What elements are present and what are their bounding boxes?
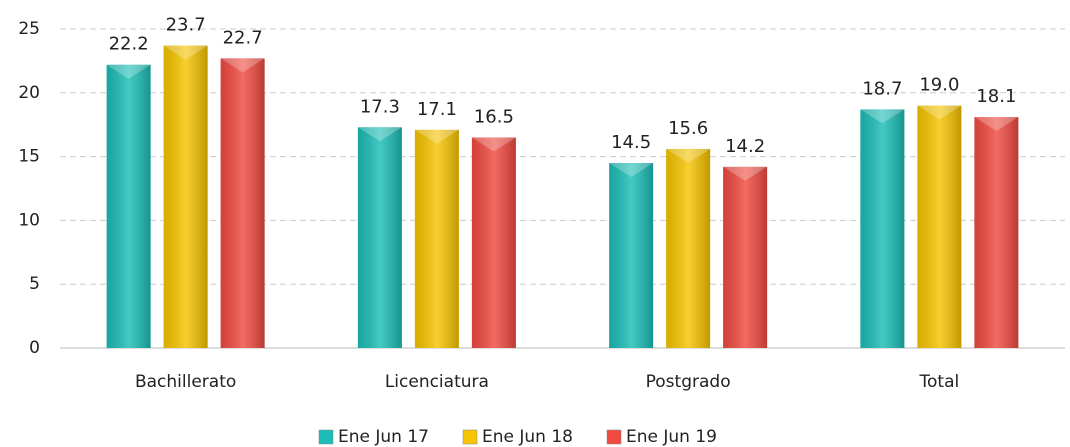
value-label: 15.6 <box>668 118 708 139</box>
bar-bevel <box>414 129 459 144</box>
bar-shade <box>609 162 654 348</box>
bar-shade <box>917 105 962 348</box>
bar-bevel <box>609 162 654 177</box>
x-tick-label: Bachillerato <box>135 372 236 392</box>
value-label: 18.1 <box>976 86 1016 107</box>
bar-shade <box>163 45 208 348</box>
bar-shade <box>471 137 516 348</box>
value-label: 17.3 <box>360 96 400 117</box>
legend-label: Ene Jun 19 <box>626 427 717 447</box>
legend-swatch <box>318 429 334 445</box>
legend-swatch <box>462 429 478 445</box>
value-label: 16.5 <box>474 106 514 127</box>
y-tick-label: 5 <box>29 274 40 294</box>
legend-label: Ene Jun 17 <box>338 427 429 447</box>
x-tick-label: Postgrado <box>646 372 731 392</box>
y-tick-label: 0 <box>29 338 40 358</box>
legend-swatch <box>606 429 622 445</box>
value-label: 18.7 <box>862 78 902 99</box>
bar-shade <box>974 117 1019 348</box>
value-label: 17.1 <box>417 99 457 120</box>
bar-shade <box>666 148 711 348</box>
y-tick-label: 25 <box>18 19 40 39</box>
bar-shade <box>106 64 151 348</box>
bar-bevel <box>917 105 962 120</box>
bar-shade <box>723 166 768 348</box>
x-tick-label: Total <box>919 372 960 392</box>
bar-shade <box>414 129 459 348</box>
bar-bevel <box>106 64 151 79</box>
bar-bevel <box>974 117 1019 132</box>
value-label: 22.2 <box>109 34 149 55</box>
legend-label: Ene Jun 18 <box>482 427 573 447</box>
value-label: 14.5 <box>611 132 651 153</box>
value-label: 22.7 <box>223 27 263 48</box>
bar-bevel <box>860 109 905 124</box>
bar-bevel <box>723 166 768 181</box>
bar-bevel <box>471 137 516 152</box>
value-label: 19.0 <box>919 75 959 96</box>
y-tick-label: 15 <box>18 147 40 167</box>
bar-bevel <box>220 58 265 73</box>
y-tick-label: 10 <box>18 210 40 230</box>
bar-bevel <box>666 148 711 163</box>
y-tick-label: 20 <box>18 83 40 103</box>
bar-bevel <box>163 45 208 60</box>
bar-shade <box>860 109 905 348</box>
value-label: 23.7 <box>166 15 206 36</box>
bar-bevel <box>357 127 402 142</box>
bar-shade <box>357 127 402 348</box>
value-label: 14.2 <box>725 136 765 157</box>
x-tick-label: Licenciatura <box>385 372 489 392</box>
bar-shade <box>220 58 265 349</box>
